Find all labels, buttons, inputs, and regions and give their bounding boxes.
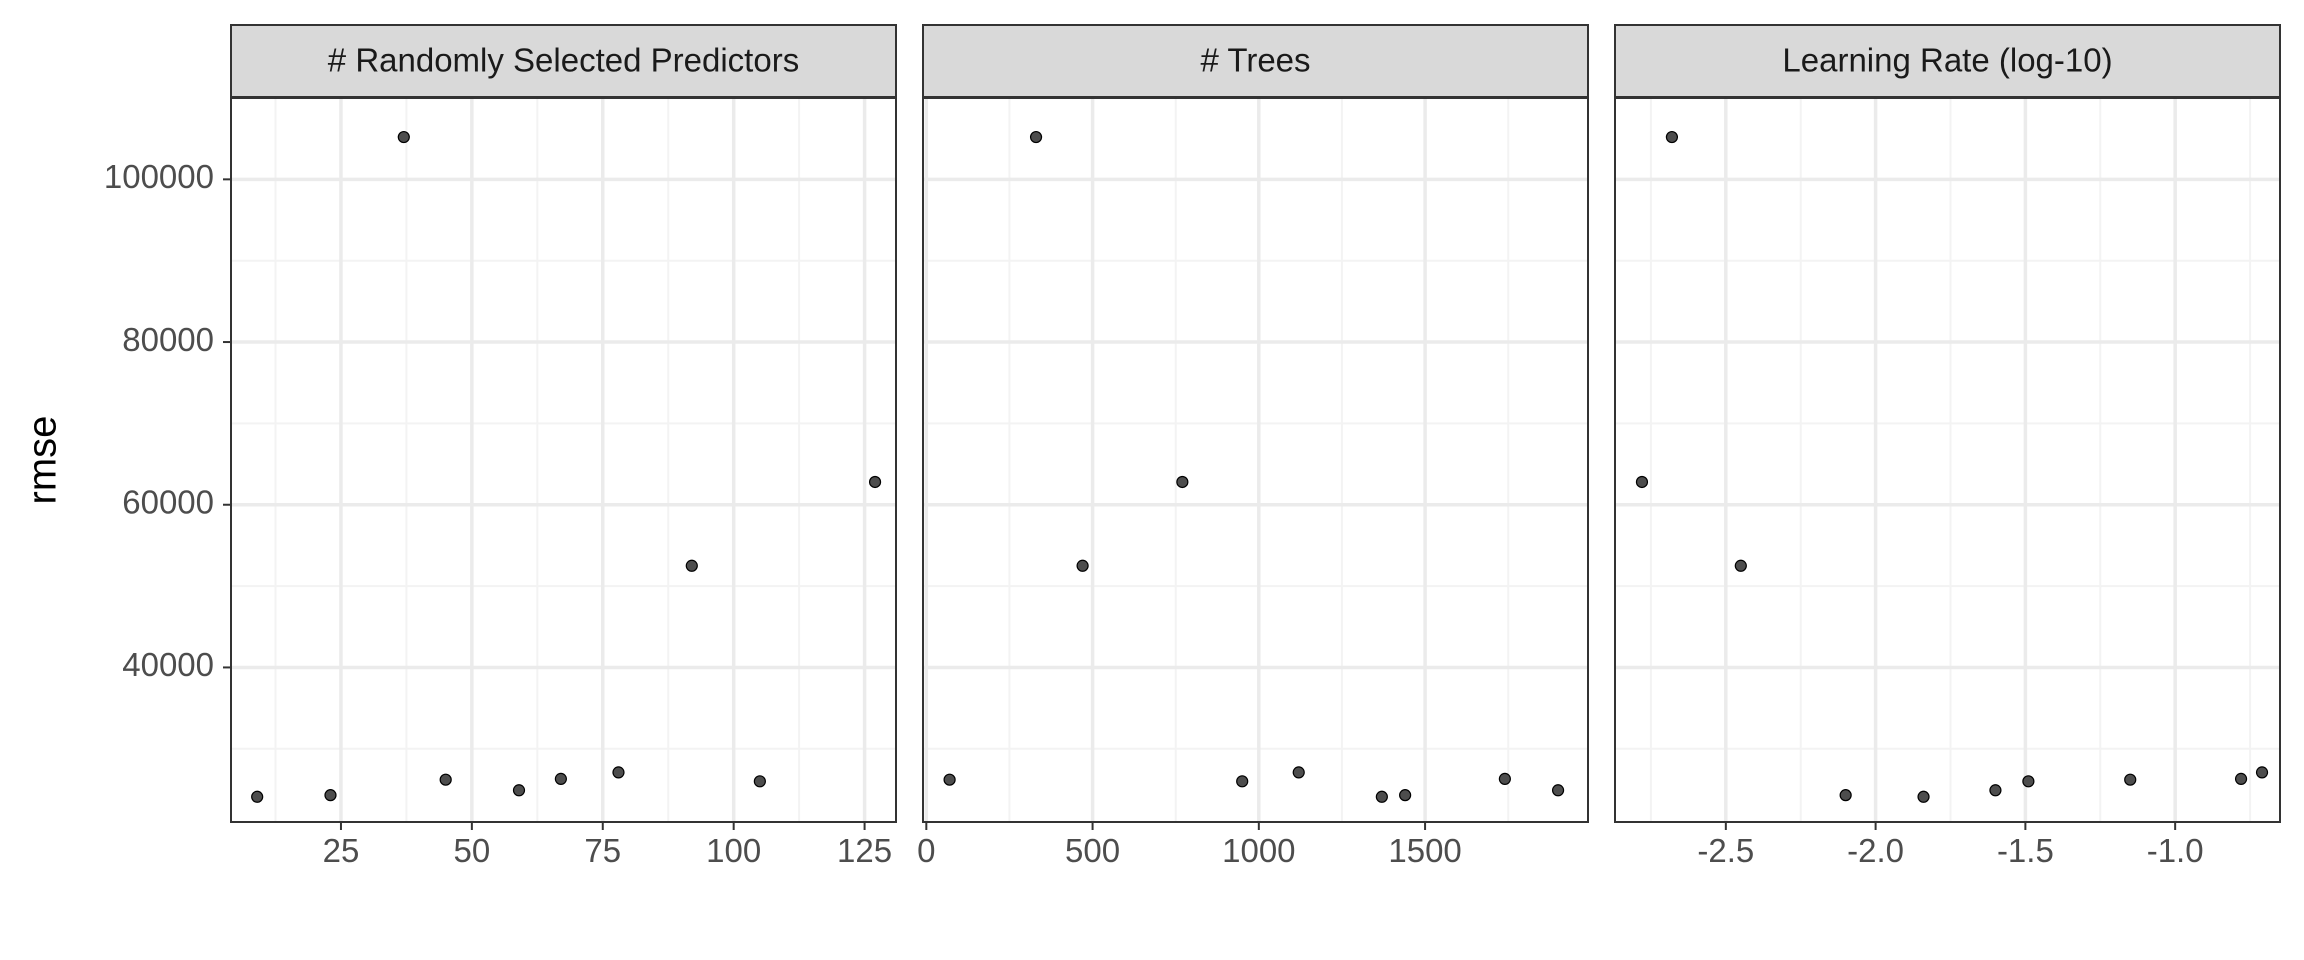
x-tick-label: -2.5 — [1697, 832, 1754, 869]
strip-title: # Randomly Selected Predictors — [328, 42, 799, 79]
x-tick-label: -1.5 — [1997, 832, 2054, 869]
strip-title: Learning Rate (log-10) — [1782, 42, 2112, 79]
data-point — [685, 559, 698, 572]
panel-background — [923, 98, 1588, 822]
data-point — [2255, 766, 2269, 779]
data-point — [1551, 784, 1565, 797]
data-point — [512, 784, 526, 797]
y-tick-label: 100000 — [104, 158, 214, 195]
data-point — [1498, 772, 1511, 785]
x-tick-label: 0 — [917, 832, 935, 869]
data-point — [612, 766, 625, 779]
x-tick-label: 1000 — [1222, 832, 1295, 869]
data-point — [1076, 559, 1089, 572]
panel-2: # Trees 0 500 1000 1500 — [917, 24, 1589, 869]
data-point — [1236, 775, 1249, 788]
x-tick-label: 500 — [1065, 832, 1120, 869]
x-tick-label: 75 — [584, 832, 621, 869]
panel-background — [231, 98, 896, 822]
x-tick-label: 125 — [837, 832, 892, 869]
data-point — [943, 773, 956, 786]
y-tick-label: 60000 — [122, 483, 214, 520]
y-tick-label: 80000 — [122, 321, 214, 358]
strip-background — [1614, 24, 2281, 98]
data-point — [2022, 775, 2035, 788]
data-point — [1917, 790, 1930, 803]
data-point — [1292, 766, 1305, 779]
panel-background — [1615, 98, 2280, 822]
panel-3: Learning Rate (log-10) -2.5 -2.0 -1.5 -1.0 — [1614, 24, 2281, 869]
data-point — [1734, 559, 1747, 572]
data-point — [1176, 475, 1189, 489]
data-point — [554, 772, 567, 785]
data-point — [397, 130, 410, 144]
x-tick-label: 25 — [323, 832, 360, 869]
data-point — [2234, 772, 2248, 785]
data-point — [439, 773, 452, 786]
x-tick-label: -2.0 — [1847, 832, 1904, 869]
x-tick-label: 50 — [454, 832, 491, 869]
x-tick-label: -1.0 — [2147, 832, 2204, 869]
panel-1: # Randomly Selected Predictors 25 50 75 100 1… — [230, 24, 897, 869]
data-point — [251, 790, 264, 803]
strip-background — [230, 24, 897, 98]
strip-background — [922, 24, 1589, 98]
data-point — [324, 789, 337, 802]
strip-title: # Trees — [1200, 42, 1310, 79]
y-axis-title: rmse — [21, 416, 65, 505]
x-tick-label: 1500 — [1388, 832, 1461, 869]
data-point — [1029, 130, 1043, 144]
y-tick-label: 40000 — [122, 646, 214, 683]
data-point — [1665, 130, 1679, 144]
data-point — [868, 475, 882, 489]
data-point — [1989, 784, 2002, 797]
data-point — [1399, 789, 1412, 802]
data-point — [1635, 475, 1649, 489]
data-point — [753, 775, 766, 788]
data-point — [2124, 773, 2137, 786]
x-tick-label: 100 — [706, 832, 761, 869]
data-point — [1839, 789, 1852, 802]
data-point — [1375, 790, 1388, 803]
